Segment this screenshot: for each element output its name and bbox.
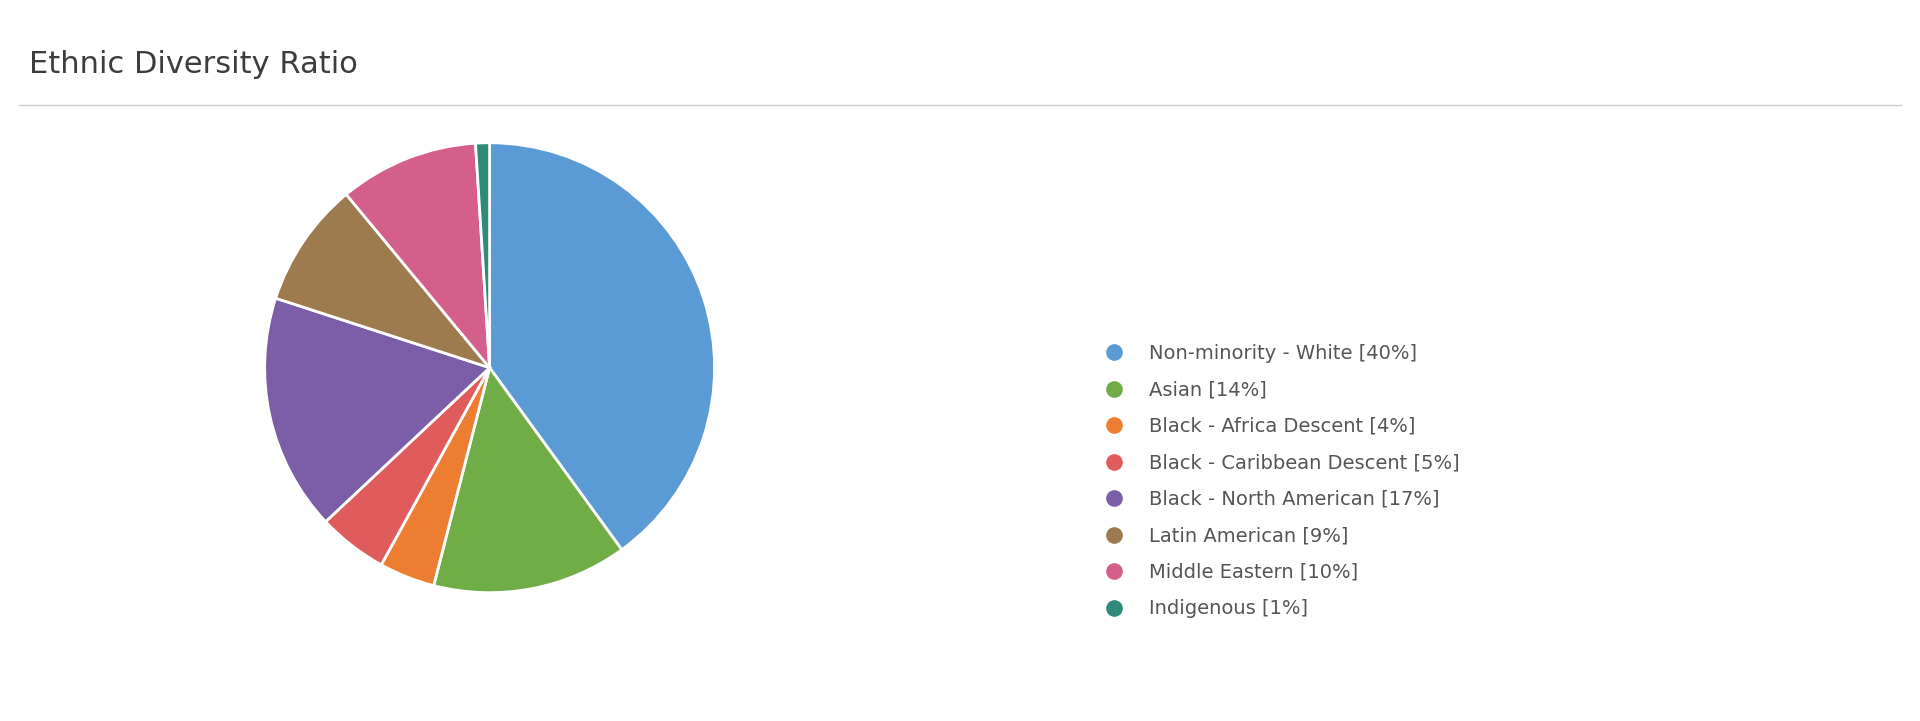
Wedge shape [476,143,490,368]
Wedge shape [346,143,490,368]
Text: Ethnic Diversity Ratio: Ethnic Diversity Ratio [29,50,357,79]
Wedge shape [382,368,490,585]
Wedge shape [326,368,490,565]
Wedge shape [490,143,714,549]
Wedge shape [276,195,490,368]
Wedge shape [434,368,622,593]
Wedge shape [265,298,490,522]
Legend: Non-minority - White [40%], Asian [14%], Black - Africa Descent [4%], Black - Ca: Non-minority - White [40%], Asian [14%],… [1085,334,1469,628]
